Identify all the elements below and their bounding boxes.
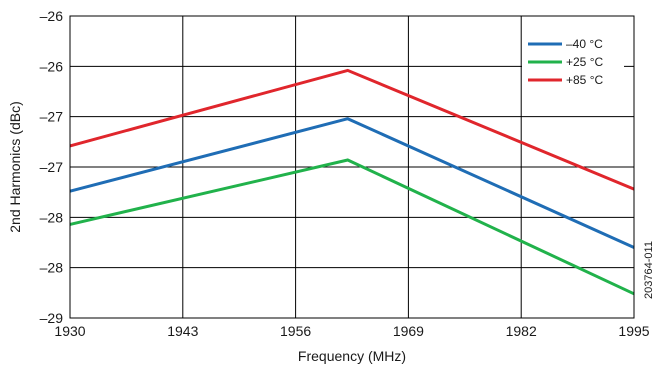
y-tick-labels: –29 –28 –28 –27 –27 –26 –26 — [40, 8, 64, 326]
x-tick-label: 1969 — [393, 323, 424, 339]
y-tick-label: –26 — [40, 8, 64, 24]
y-tick-label: –29 — [40, 310, 64, 326]
legend: –40 °C +25 °C +85 °C — [522, 32, 624, 96]
x-tick-label: 1982 — [506, 323, 537, 339]
y-tick-label: –27 — [40, 159, 64, 175]
y-tick-label: –27 — [40, 109, 64, 125]
x-axis-title: Frequency (MHz) — [298, 348, 406, 364]
x-tick-labels: 1930 1943 1956 1969 1982 1995 — [54, 323, 649, 339]
x-tick-label: 1995 — [618, 323, 649, 339]
y-tick-label: –28 — [40, 209, 64, 225]
plot-frame — [69, 15, 635, 319]
x-tick-label: 1930 — [54, 323, 85, 339]
series-layer — [69, 68, 635, 296]
legend-label: +25 °C — [566, 55, 603, 69]
legend-label: +85 °C — [566, 73, 603, 87]
y-tick-label: –26 — [40, 58, 64, 74]
x-tick-label: 1956 — [280, 323, 311, 339]
series-line — [69, 117, 635, 249]
series-line — [69, 68, 635, 191]
series-line — [69, 158, 635, 296]
y-tick-label: –28 — [40, 260, 64, 276]
x-tick-label: 1943 — [167, 323, 198, 339]
legend-label: –40 °C — [566, 37, 603, 51]
y-axis-title: 2nd Harmonics (dBc) — [7, 101, 23, 233]
figure-id: 203764-011 — [643, 241, 655, 299]
